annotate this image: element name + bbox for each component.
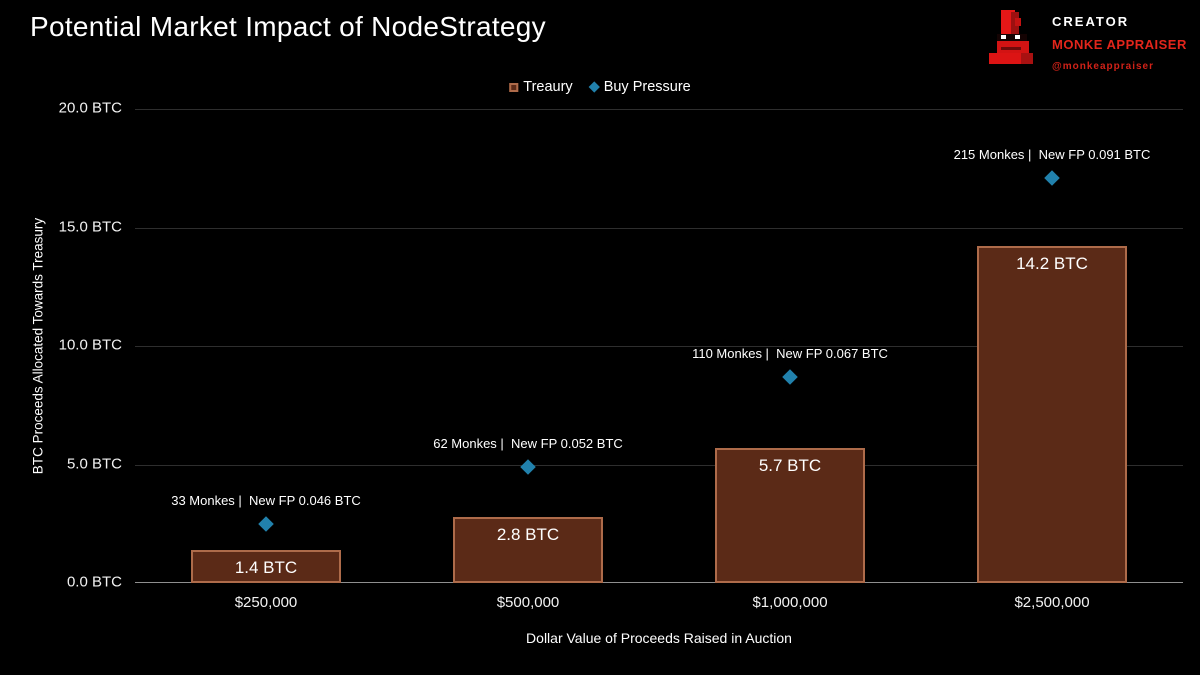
y-tick-label: 5.0 BTC [66, 455, 122, 473]
creator-name: MONKE APPRAISER [1052, 37, 1187, 52]
treasury-bar: 5.7 BTC [715, 447, 865, 583]
gridline [135, 346, 1183, 347]
creator-text: CREATOR MONKE APPRAISER @monkeappraiser [1052, 8, 1187, 72]
buy-pressure-diamond-icon [589, 81, 601, 93]
legend-item-treasury: Treaury [509, 79, 573, 95]
buy-pressure-point [782, 369, 798, 385]
gridline [135, 227, 1183, 229]
legend-label-buy-pressure: Buy Pressure [603, 79, 691, 95]
gridline [135, 464, 1183, 466]
chart-legend: Treaury Buy Pressure [509, 79, 691, 95]
buy-pressure-annotation: 33 Monkes | New FP 0.046 BTC [171, 492, 361, 508]
x-axis-title: Dollar Value of Proceeds Raised in Aucti… [526, 630, 792, 646]
y-axis-title: BTC Proceeds Allocated Towards Treasury [30, 217, 46, 475]
y-tick-label: 20.0 BTC [58, 99, 122, 117]
treasury-bar: 2.8 BTC [453, 516, 603, 583]
bar-value-label: 14.2 BTC [1016, 254, 1088, 274]
bar-value-label: 5.7 BTC [758, 455, 822, 475]
treasury-square-icon [509, 82, 519, 92]
buy-pressure-point [258, 515, 274, 532]
treasury-bar: 1.4 BTC [191, 549, 341, 583]
x-tick-label: $250,000 [234, 594, 298, 611]
y-tick-label: 10.0 BTC [58, 336, 122, 354]
x-tick-label: $1,000,000 [752, 594, 828, 611]
x-tick-label: $500,000 [496, 594, 560, 611]
treasury-bar: 14.2 BTC [977, 246, 1127, 583]
buy-pressure-point [520, 459, 536, 475]
legend-label-treasury: Treaury [523, 79, 573, 95]
y-tick-label: 0.0 BTC [66, 573, 122, 591]
x-axis-line [135, 582, 1183, 583]
x-tick-label: $2,500,000 [1014, 594, 1090, 611]
buy-pressure-annotation: 110 Monkes | New FP 0.067 BTC [692, 345, 888, 361]
creator-label: CREATOR [1052, 14, 1130, 29]
legend-item-buy-pressure: Buy Pressure [589, 79, 691, 95]
bar-value-label: 1.4 BTC [234, 557, 298, 577]
buy-pressure-point [1044, 169, 1060, 186]
buy-pressure-annotation: 62 Monkes | New FP 0.052 BTC [433, 435, 623, 451]
creator-block: CREATOR MONKE APPRAISER @monkeappraiser [988, 8, 1187, 72]
creator-handle: @monkeappraiser [1052, 61, 1155, 72]
buy-pressure-annotation: 215 Monkes | New FP 0.091 BTC [953, 146, 1151, 162]
plot-area: 0.0 BTC 5.0 BTC 10.0 BTC 15.0 BTC 20.0 BTC 1.… [59, 100, 1183, 611]
y-tick-label: 15.0 BTC [58, 218, 122, 236]
gridline [135, 109, 1183, 110]
monke-logo-icon [989, 10, 1033, 64]
bar-value-label: 2.8 BTC [496, 524, 560, 544]
page-title: Potential Market Impact of NodeStrategy [30, 11, 546, 42]
